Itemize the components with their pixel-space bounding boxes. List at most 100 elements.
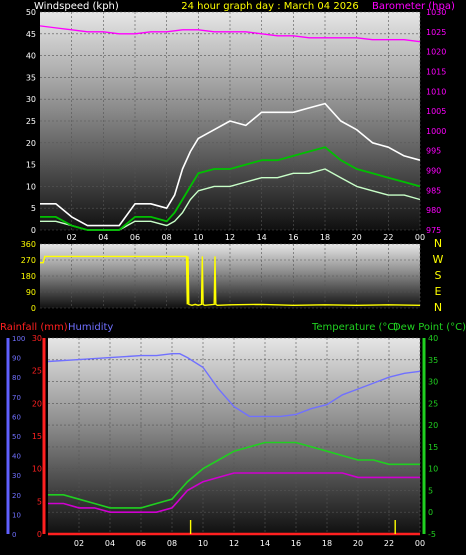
wind-y-tick-label: 20 bbox=[26, 139, 36, 148]
temp-x-tick-label: 22 bbox=[384, 539, 394, 548]
temp-x-tick-label: 06 bbox=[136, 539, 146, 548]
dew-point-series-line bbox=[48, 472, 420, 513]
barometer-y-tick-labels: 975 980 985 990 995 1000 1005 1010 1015 1020 1025 1… bbox=[426, 8, 446, 235]
temp-y-tick-label: 25 bbox=[428, 399, 438, 408]
compass-label-e: E bbox=[435, 285, 442, 298]
direction-series-line bbox=[40, 255, 421, 307]
wind-x-tick-label: 02 bbox=[67, 233, 77, 242]
wind-avg-series-line bbox=[40, 146, 421, 231]
wind-y-tick-label: 30 bbox=[26, 95, 36, 104]
wind-y-tick-label: 25 bbox=[26, 117, 36, 126]
humidity-y-tick-label: 70 bbox=[12, 394, 21, 402]
wind-x-tick-label: 18 bbox=[320, 233, 330, 242]
wind-y-tick-label: 45 bbox=[26, 30, 36, 39]
humidity-y-tick-label: 30 bbox=[12, 472, 21, 480]
barometer-y-tick-label: 995 bbox=[426, 147, 441, 156]
humidity-y-tick-label: 100 bbox=[12, 335, 25, 343]
rain-y-tick-label: 0 bbox=[37, 530, 42, 539]
temp-y-tick-label: 10 bbox=[428, 465, 438, 474]
barometer-y-tick-label: 975 bbox=[426, 226, 441, 235]
temperature-axis-title: Temperature (°C) bbox=[311, 322, 398, 333]
direction-y-tick-label: 0 bbox=[31, 304, 36, 313]
wind-x-tick-label: 20 bbox=[352, 233, 362, 242]
wind-x-tick-label: 00 bbox=[415, 233, 425, 242]
barometer-y-tick-label: 1000 bbox=[426, 127, 446, 136]
rain-y-tick-label: 15 bbox=[32, 432, 42, 441]
humidity-y-tick-label: 60 bbox=[12, 413, 21, 421]
humidity-y-tick-label: 0 bbox=[12, 531, 16, 539]
temp-x-tick-label: 08 bbox=[167, 539, 177, 548]
wind-axis-title: Windspeed (kph) bbox=[34, 1, 119, 12]
temp-x-tick-labels: 02 04 06 08 10 12 14 16 18 20 22 00 bbox=[74, 539, 425, 548]
direction-series-group bbox=[40, 255, 421, 307]
compass-label-n: N bbox=[434, 237, 442, 250]
temp-y-tick-labels: -5 0 5 10 15 20 25 30 35 40 bbox=[428, 334, 438, 539]
barometer-y-tick-label: 990 bbox=[426, 167, 441, 176]
humidity-y-tick-label: 40 bbox=[12, 453, 21, 461]
temp-y-tick-label: 20 bbox=[428, 421, 438, 430]
barometer-y-tick-label: 1025 bbox=[426, 28, 446, 37]
temp-humidity-chart: 0 10 20 30 40 50 60 70 80 90 100 0 5 10 15 20 25 30 -5 0 5… bbox=[6, 334, 438, 548]
temp-x-tick-label: 16 bbox=[291, 539, 301, 548]
wind-x-tick-label: 04 bbox=[98, 233, 108, 242]
humidity-y-tick-labels: 0 10 20 30 40 50 60 70 80 90 100 bbox=[12, 335, 25, 539]
barometer-y-tick-label: 985 bbox=[426, 186, 441, 195]
temp-x-tick-label: 00 bbox=[415, 539, 425, 548]
wind-y-tick-label: 35 bbox=[26, 73, 36, 82]
humidity-y-tick-label: 90 bbox=[12, 355, 21, 363]
rain-y-tick-label: 5 bbox=[37, 497, 42, 506]
temp-y-tick-label: -5 bbox=[428, 530, 436, 539]
barometer-y-tick-label: 1020 bbox=[426, 48, 446, 57]
temp-y-tick-label: 40 bbox=[428, 334, 438, 343]
compass-label-n: N bbox=[434, 301, 442, 314]
temp-y-tick-label: 5 bbox=[428, 486, 433, 495]
humidity-y-tick-label: 80 bbox=[12, 374, 21, 382]
graph-title: 24 hour graph day : March 04 2026 bbox=[181, 1, 359, 12]
temp-y-tick-label: 15 bbox=[428, 443, 438, 452]
direction-y-tick-label: 270 bbox=[21, 256, 36, 265]
wind-x-tick-label: 10 bbox=[193, 233, 203, 242]
wind-y-tick-label: 40 bbox=[26, 52, 36, 61]
rain-y-tick-label: 10 bbox=[32, 465, 42, 474]
wind-x-tick-label: 06 bbox=[130, 233, 140, 242]
barometer-y-tick-label: 1005 bbox=[426, 107, 446, 116]
wind-x-tick-label: 14 bbox=[257, 233, 267, 242]
temp-x-tick-label: 02 bbox=[74, 539, 84, 548]
rain-y-tick-label: 20 bbox=[32, 399, 42, 408]
compass-label-s: S bbox=[435, 269, 442, 282]
wind-y-tick-label: 15 bbox=[26, 161, 36, 170]
dewpoint-axis-title: Dew Point (°C) bbox=[393, 322, 466, 333]
direction-y-tick-label: 180 bbox=[21, 272, 36, 281]
temp-x-tick-label: 10 bbox=[198, 539, 208, 548]
temp-y-tick-label: 30 bbox=[428, 378, 438, 387]
humidity-series-line bbox=[47, 353, 421, 418]
wind-y-tick-label: 10 bbox=[26, 182, 36, 191]
compass-label-w: W bbox=[433, 253, 444, 266]
direction-gridlines bbox=[40, 243, 421, 309]
humidity-y-tick-label: 50 bbox=[12, 433, 21, 441]
wind-x-tick-labels: 02 04 06 08 10 12 14 16 18 20 22 00 bbox=[67, 233, 426, 242]
temp-x-tick-label: 18 bbox=[322, 539, 332, 548]
wind-x-tick-label: 08 bbox=[162, 233, 172, 242]
wind-series-group bbox=[39, 25, 421, 231]
temp-y-tick-label: 35 bbox=[428, 356, 438, 365]
direction-y-tick-label: 360 bbox=[21, 240, 36, 249]
humidity-y-tick-label: 10 bbox=[12, 511, 21, 519]
temp-x-tick-label: 04 bbox=[105, 539, 115, 548]
wind-x-tick-label: 16 bbox=[288, 233, 298, 242]
humidity-axis-title: Humidity bbox=[68, 322, 113, 333]
temp-series-group bbox=[47, 353, 421, 536]
rain-y-tick-labels: 0 5 10 15 20 25 30 bbox=[32, 334, 42, 539]
temperature-series-line bbox=[48, 441, 420, 509]
wind-x-tick-label: 22 bbox=[383, 233, 393, 242]
rain-y-tick-label: 30 bbox=[32, 334, 42, 343]
temp-x-tick-label: 12 bbox=[229, 539, 239, 548]
barometer-y-tick-label: 1010 bbox=[426, 87, 446, 96]
wind-y-tick-label: 50 bbox=[26, 8, 36, 17]
rain-axis-title: Rainfall (mm) bbox=[0, 322, 68, 333]
wind-y-tick-label: 5 bbox=[31, 204, 36, 213]
